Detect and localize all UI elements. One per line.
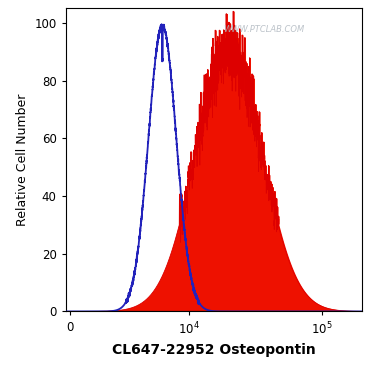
X-axis label: CL647-22952 Osteopontin: CL647-22952 Osteopontin — [112, 343, 316, 357]
Y-axis label: Relative Cell Number: Relative Cell Number — [16, 94, 29, 226]
Text: WWW.PTCLAB.COM: WWW.PTCLAB.COM — [223, 25, 305, 34]
